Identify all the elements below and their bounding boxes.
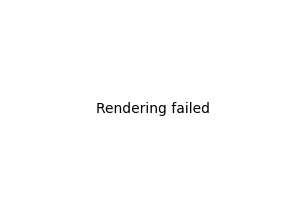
Text: Rendering failed: Rendering failed <box>95 102 210 115</box>
